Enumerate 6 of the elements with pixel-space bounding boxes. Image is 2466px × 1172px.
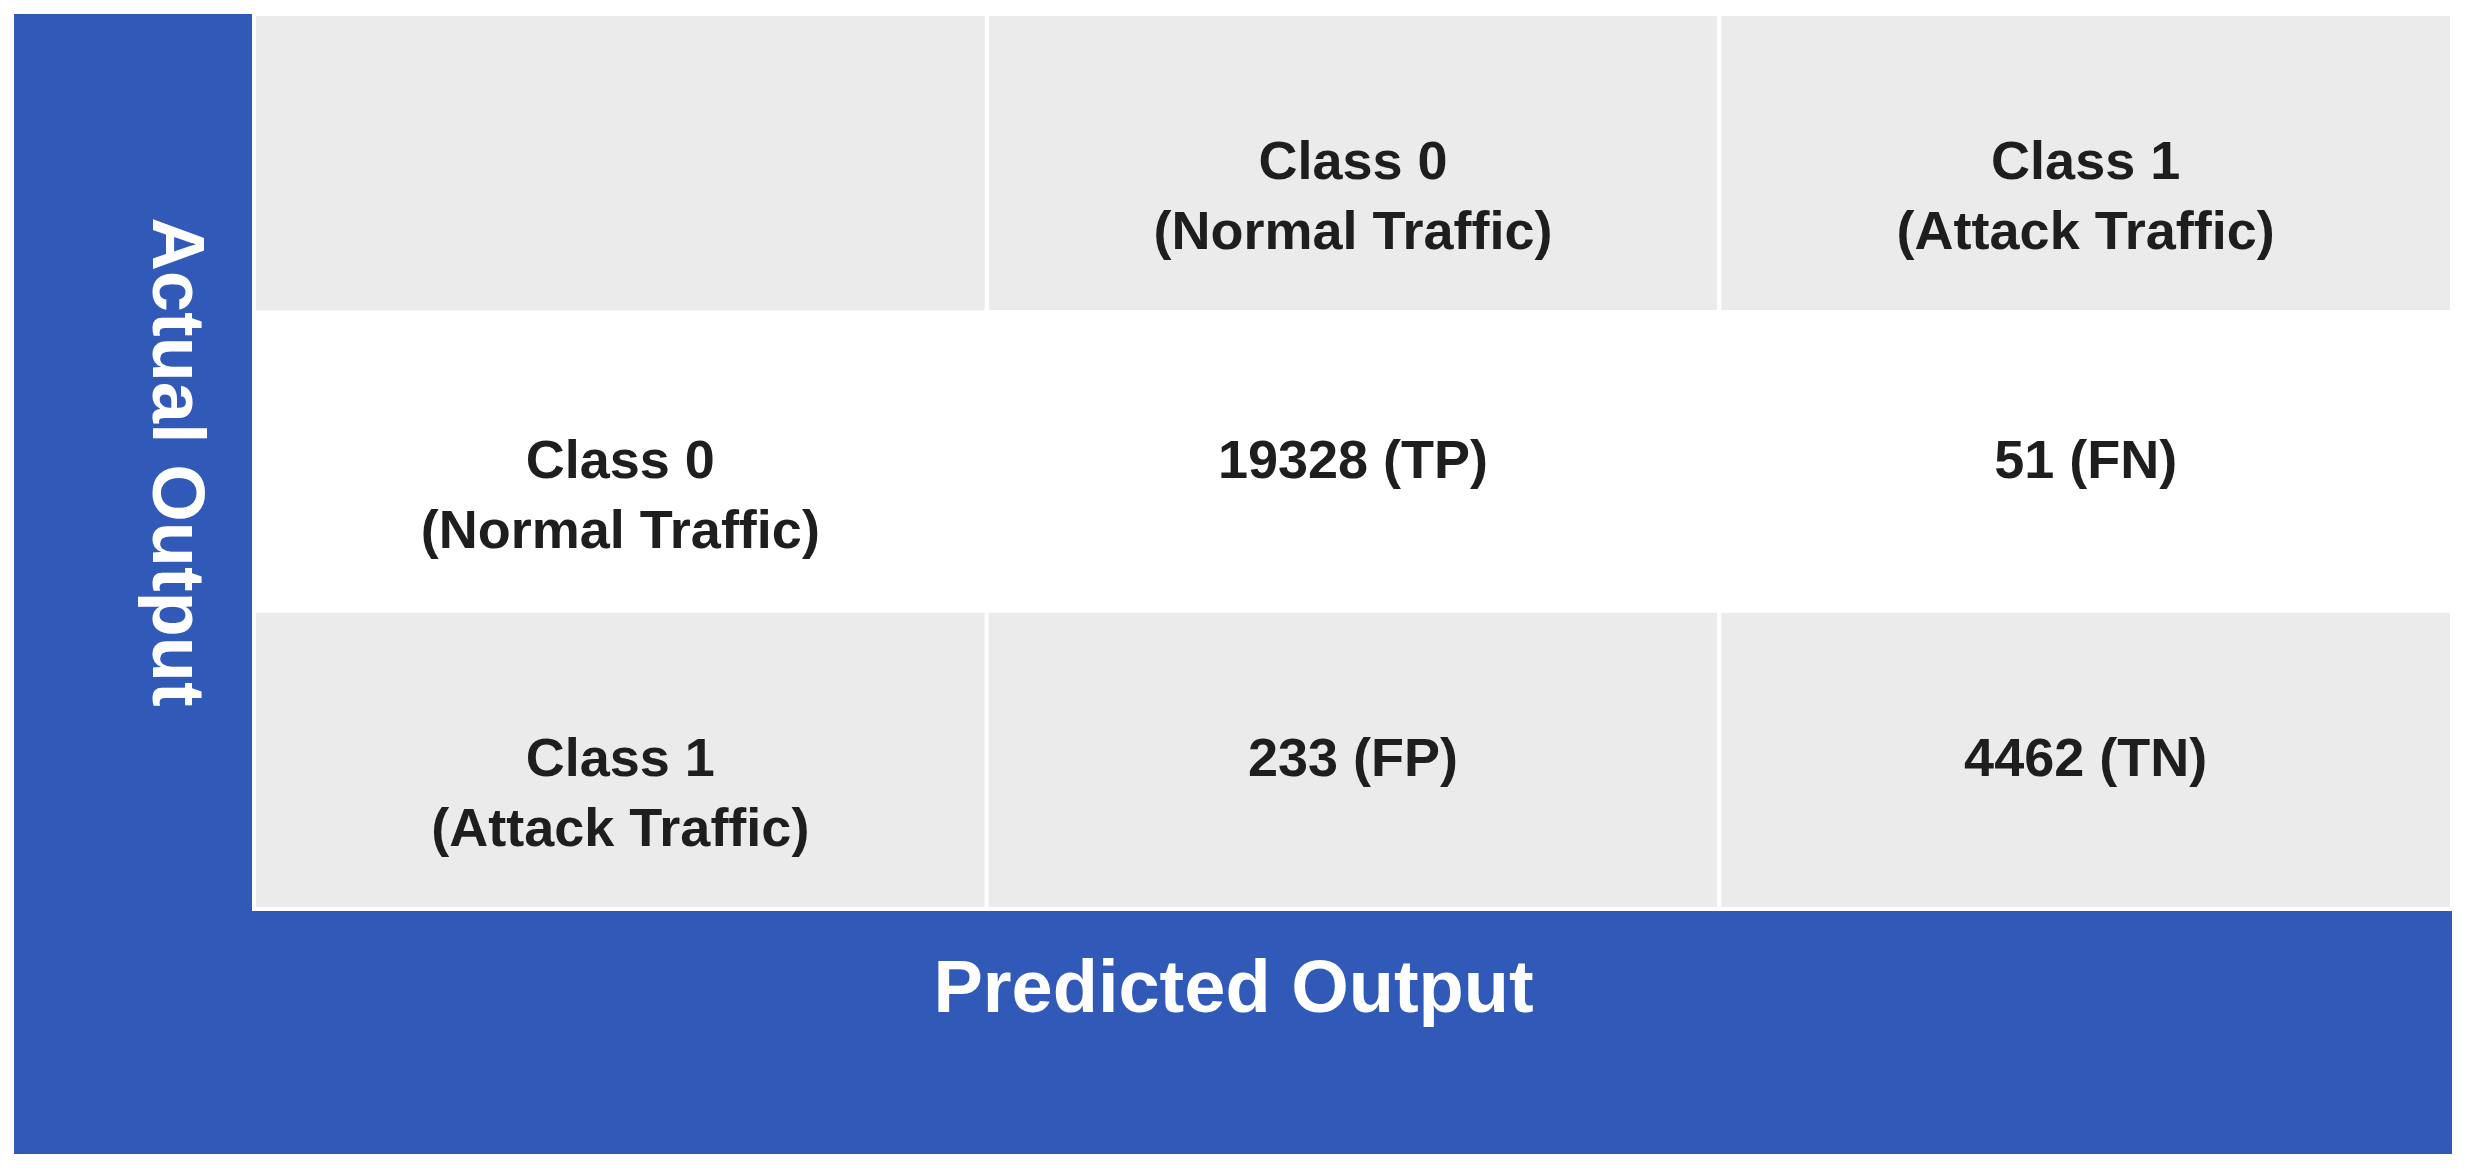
y-axis-title: Actual Output — [136, 217, 220, 707]
data-label: 233 (FP) — [1247, 726, 1459, 787]
data-label: 4462 (TN) — [1964, 726, 2208, 787]
x-axis-title: Predicted Output — [933, 944, 1534, 1028]
data-label: 19328 (TP) — [1217, 428, 1489, 489]
data-label: 51 (FN) — [1994, 428, 2178, 489]
